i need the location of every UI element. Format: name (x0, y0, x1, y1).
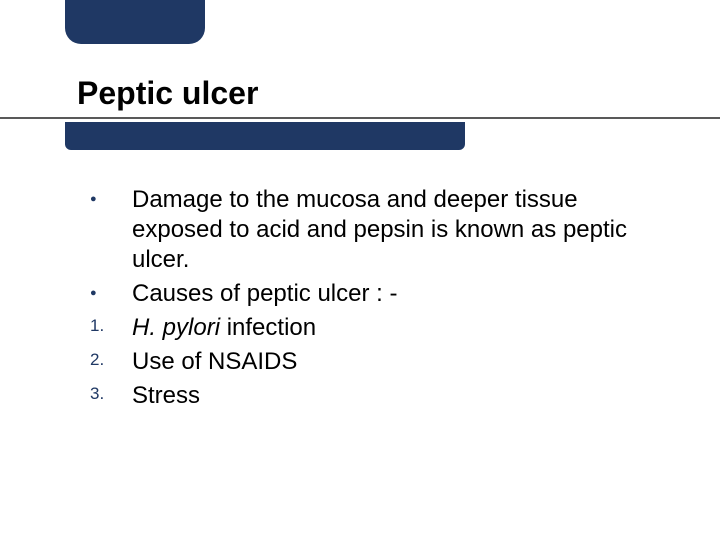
list-item: 2. Use of NSAIDS (90, 347, 660, 377)
italic-term: H. pylori (132, 314, 220, 341)
slide-title: Peptic ulcer (77, 75, 258, 112)
list-item: Causes of peptic ulcer : - (90, 279, 660, 309)
number-marker: 2. (90, 347, 132, 370)
list-item-text: H. pylori infection (132, 313, 660, 343)
bullet-icon (90, 185, 132, 210)
number-marker: 3. (90, 381, 132, 404)
list-item: 1. H. pylori infection (90, 313, 660, 343)
number-marker: 1. (90, 313, 132, 336)
accent-tab (65, 0, 205, 44)
list-item-text: Stress (132, 381, 660, 411)
list-item: Damage to the mucosa and deeper tissue e… (90, 185, 660, 275)
list-item: 3. Stress (90, 381, 660, 411)
list-item-text: Damage to the mucosa and deeper tissue e… (132, 185, 660, 275)
bullet-icon (90, 279, 132, 304)
title-divider (0, 117, 720, 119)
title-underline-bar (65, 122, 465, 150)
content-area: Damage to the mucosa and deeper tissue e… (90, 185, 660, 415)
slide: Peptic ulcer Damage to the mucosa and de… (0, 0, 720, 540)
list-item-text: Use of NSAIDS (132, 347, 660, 377)
list-item-text-rest: infection (220, 314, 316, 341)
list-item-text: Causes of peptic ulcer : - (132, 279, 660, 309)
